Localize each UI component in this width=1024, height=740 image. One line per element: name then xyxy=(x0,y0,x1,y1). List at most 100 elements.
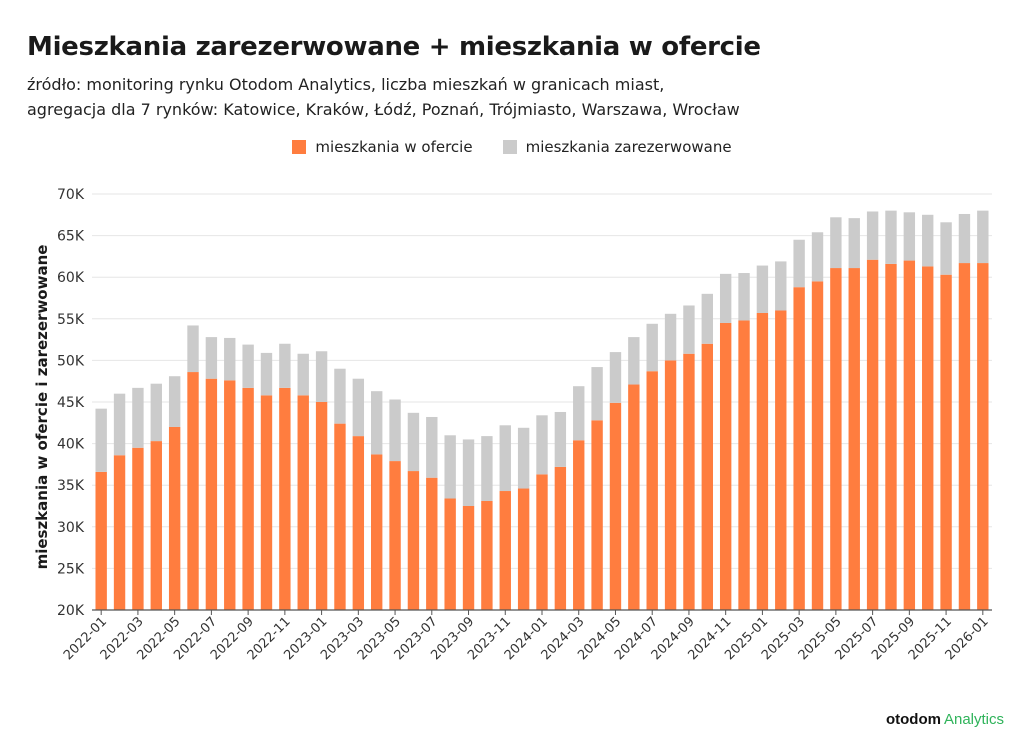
bar-offer xyxy=(756,312,769,610)
bar-reserved xyxy=(554,411,567,467)
bar-reserved xyxy=(205,337,218,379)
bar-offer xyxy=(242,387,254,610)
bar-offer xyxy=(775,310,787,610)
bar-offer xyxy=(609,402,622,610)
bar-offer xyxy=(683,353,695,610)
bar-offer xyxy=(922,266,934,610)
bar-reserved xyxy=(775,261,787,311)
bar-reserved xyxy=(481,436,493,502)
y-tick-label: 60K xyxy=(57,270,85,286)
bar-reserved xyxy=(646,323,658,372)
legend-item-reserved: mieszkania zarezerwowane xyxy=(502,138,732,156)
bar-offer xyxy=(462,506,475,610)
bar-reserved xyxy=(683,305,695,354)
bar-offer xyxy=(903,260,916,610)
y-tick-label: 35K xyxy=(57,478,85,494)
bar-reserved xyxy=(536,415,548,475)
bar-offer xyxy=(940,274,952,610)
bar-offer xyxy=(517,488,530,610)
bar-offer xyxy=(224,380,236,610)
bar-reserved xyxy=(573,386,585,441)
bar-offer xyxy=(132,447,144,610)
bar-reserved xyxy=(389,399,401,462)
y-tick-label: 25K xyxy=(57,561,85,577)
bar-offer xyxy=(830,268,842,610)
y-axis-title: mieszkania w ofercie i zarezerwowane xyxy=(33,245,51,570)
bar-offer xyxy=(315,402,328,610)
subtitle-markets-line: agregacja dla 7 rynków: Katowice, Kraków… xyxy=(27,100,740,119)
bar-offer xyxy=(297,395,309,610)
bar-offer xyxy=(389,461,401,610)
bar-reserved xyxy=(719,273,732,323)
bar-offer xyxy=(719,322,732,610)
bar-reserved xyxy=(297,353,309,396)
bar-offer xyxy=(646,371,658,610)
bar-reserved xyxy=(830,217,842,269)
legend-swatch-reserved xyxy=(502,140,517,154)
bar-offer xyxy=(444,498,456,610)
y-tick-label: 65K xyxy=(57,229,85,245)
legend-item-offer: mieszkania w ofercie xyxy=(292,138,473,156)
y-tick-label: 40K xyxy=(57,437,85,453)
bar-offer xyxy=(885,263,897,610)
bar-reserved xyxy=(977,210,989,264)
bar-reserved xyxy=(242,344,254,388)
y-tick-label: 70K xyxy=(57,187,85,203)
chart-title: Mieszkania zarezerwowane + mieszkania w … xyxy=(27,32,761,62)
bar-reserved xyxy=(334,368,346,424)
bar-reserved xyxy=(315,351,328,402)
bar-reserved xyxy=(224,337,236,381)
bar-reserved xyxy=(187,325,199,373)
bar-offer xyxy=(205,378,218,610)
bar-offer xyxy=(95,471,107,610)
bar-offer xyxy=(334,423,346,610)
bar-offer xyxy=(591,420,603,610)
bar-reserved xyxy=(426,416,438,478)
y-tick-label: 45K xyxy=(57,395,85,411)
legend-label-reserved: mieszkania zarezerwowane xyxy=(525,138,732,156)
bar-reserved xyxy=(444,435,456,499)
logo-brand-name: otodom xyxy=(885,711,941,728)
bar-offer xyxy=(628,384,640,610)
bar-offer xyxy=(260,395,273,610)
chart-subtitle: źródło: monitoring rynku Otodom Analytic… xyxy=(27,72,907,122)
y-tick-label: 55K xyxy=(57,312,85,328)
bar-offer xyxy=(407,471,420,610)
bar-offer xyxy=(701,343,713,610)
otodom-analytics-logo: otodom Analytics xyxy=(886,711,1004,728)
logo-brand-suffix: Analytics xyxy=(943,711,1004,728)
bar-reserved xyxy=(756,265,769,313)
bar-offer xyxy=(279,387,291,610)
bar-reserved xyxy=(517,427,530,489)
bar-reserved xyxy=(885,210,897,264)
bar-reserved xyxy=(462,439,475,506)
bar-offer xyxy=(793,287,805,610)
bar-offer xyxy=(738,320,750,610)
bar-offer xyxy=(426,477,438,610)
bar-offer xyxy=(187,372,199,610)
legend-swatch-offer xyxy=(292,140,307,154)
bar-offer xyxy=(866,259,879,610)
chart-legend: mieszkania w ofercie mieszkania zarezerw… xyxy=(0,138,1024,156)
bar-offer xyxy=(811,281,824,610)
bar-offer xyxy=(554,466,567,610)
bar-offer xyxy=(168,426,181,610)
bar-reserved xyxy=(407,412,420,472)
bar-reserved xyxy=(903,212,916,261)
bar-reserved xyxy=(352,378,365,437)
y-tick-label: 20K xyxy=(57,603,85,619)
bar-reserved xyxy=(371,391,383,455)
bar-reserved xyxy=(260,352,273,396)
bar-reserved xyxy=(168,376,181,427)
bar-reserved xyxy=(848,218,860,269)
bar-reserved xyxy=(793,239,805,288)
bar-offer xyxy=(958,263,971,610)
bar-reserved xyxy=(701,293,713,344)
bar-reserved xyxy=(664,313,677,361)
y-tick-label: 30K xyxy=(57,520,85,536)
bar-reserved xyxy=(499,425,511,492)
bar-offer xyxy=(352,436,365,610)
bar-reserved xyxy=(113,393,126,456)
bar-reserved xyxy=(95,408,107,472)
